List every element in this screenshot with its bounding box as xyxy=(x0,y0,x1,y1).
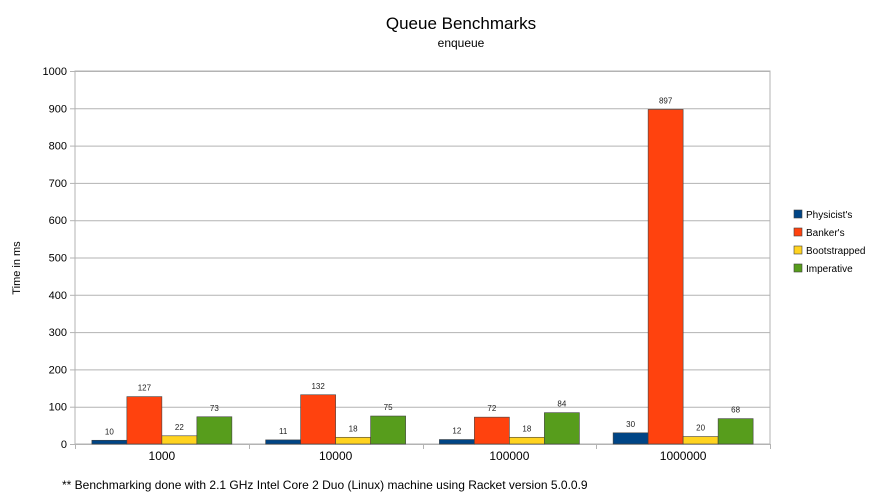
data-label: 68 xyxy=(731,406,740,415)
bar xyxy=(647,109,684,445)
bar xyxy=(161,435,198,445)
legend-swatch xyxy=(793,227,803,237)
data-label: 30 xyxy=(626,420,635,429)
y-tick-label: 400 xyxy=(49,290,67,302)
legend-label: Physicist's xyxy=(806,210,852,221)
chart-title: Queue Benchmarks xyxy=(386,14,536,33)
bar xyxy=(439,439,475,445)
data-label: 20 xyxy=(696,424,705,433)
bar xyxy=(265,439,301,445)
y-tick-label: 500 xyxy=(49,253,67,265)
legend-label: Imperative xyxy=(806,264,853,275)
bar xyxy=(370,415,406,445)
bar xyxy=(717,418,754,445)
legend-swatch xyxy=(793,209,803,219)
legend-label: Banker's xyxy=(806,228,845,239)
x-tick-label: 1000 xyxy=(149,449,176,463)
data-label: 18 xyxy=(349,424,358,433)
bar xyxy=(509,436,545,445)
data-label: 18 xyxy=(522,424,531,433)
legend-label: Bootstrapped xyxy=(806,246,866,257)
data-label: 72 xyxy=(487,404,496,413)
data-label: 84 xyxy=(557,400,566,409)
y-tick-label: 300 xyxy=(49,327,67,339)
data-label: 127 xyxy=(138,384,152,393)
y-tick-label: 1000 xyxy=(43,66,67,78)
y-tick-label: 200 xyxy=(49,364,67,376)
x-tick-label: 1000000 xyxy=(660,449,707,463)
y-tick-label: 900 xyxy=(49,103,67,115)
data-label: 11 xyxy=(279,427,288,436)
x-tick-label: 10000 xyxy=(319,449,353,463)
chart-subtitle: enqueue xyxy=(438,36,485,50)
data-label: 22 xyxy=(175,423,184,432)
y-tick-label: 600 xyxy=(49,215,67,227)
data-label: 73 xyxy=(210,404,219,413)
y-axis-title: Time in ms xyxy=(11,241,23,295)
x-tick-label: 100000 xyxy=(489,449,529,463)
bar xyxy=(300,394,336,445)
bar xyxy=(126,396,163,445)
data-label: 897 xyxy=(659,96,673,105)
bar xyxy=(91,439,128,445)
data-label: 10 xyxy=(105,427,114,436)
y-tick-label: 700 xyxy=(49,178,67,190)
footnote: ** Benchmarking done with 2.1 GHz Intel … xyxy=(62,478,588,492)
legend-swatch xyxy=(793,245,803,255)
legend-swatch xyxy=(793,263,803,273)
y-tick-label: 100 xyxy=(49,402,67,414)
data-label: 12 xyxy=(452,427,461,436)
data-label: 75 xyxy=(384,403,393,412)
bar xyxy=(612,432,649,445)
y-tick-label: 0 xyxy=(61,439,67,451)
bar xyxy=(682,436,719,445)
bar xyxy=(335,436,371,445)
bar xyxy=(544,412,580,445)
y-tick-label: 800 xyxy=(49,141,67,153)
bar xyxy=(196,416,233,445)
data-label: 132 xyxy=(311,382,325,391)
bar xyxy=(474,416,510,445)
